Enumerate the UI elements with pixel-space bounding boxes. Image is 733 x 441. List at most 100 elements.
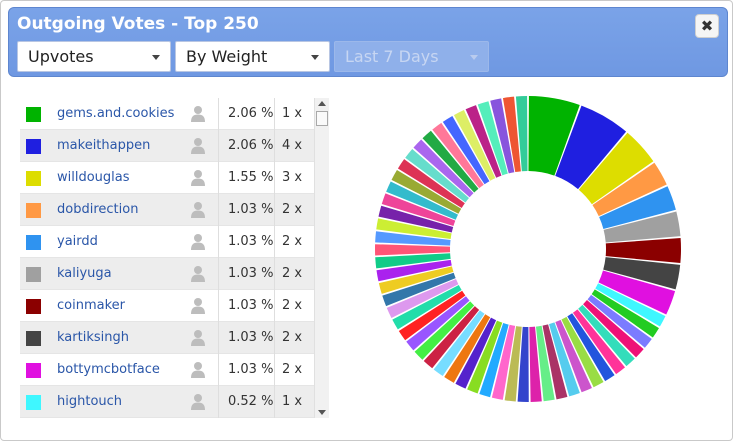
slice-other[interactable] [432, 122, 484, 189]
slice-other[interactable] [465, 105, 502, 178]
slice-other[interactable] [549, 322, 580, 397]
slice-hightouch[interactable] [595, 283, 666, 327]
slice-other[interactable] [578, 304, 635, 367]
slice-other[interactable] [398, 290, 466, 341]
voter-username[interactable]: hightouch [57, 394, 123, 409]
voter-username[interactable]: coinmaker [57, 298, 125, 313]
slice-kartiksingh[interactable] [603, 257, 681, 290]
slice-other[interactable] [535, 325, 555, 402]
user-icon[interactable] [190, 393, 206, 410]
slice-other[interactable] [455, 317, 497, 389]
slice-other[interactable] [542, 324, 568, 400]
slice-other[interactable] [375, 244, 451, 256]
list-item[interactable]: bottymcbotface 1.03 % 2 x [20, 354, 314, 386]
user-icon[interactable] [190, 169, 206, 186]
slice-other[interactable] [591, 289, 659, 338]
slice-other[interactable] [467, 320, 503, 394]
vote-count: 4 x [282, 138, 303, 153]
slice-other[interactable] [413, 139, 474, 198]
slice-other[interactable] [444, 314, 491, 383]
vote-percent: 1.03 % [228, 362, 274, 377]
voter-username[interactable]: kaliyuga [57, 266, 112, 281]
voter-username[interactable]: gems.and.cookies [57, 106, 175, 121]
slice-kaliyuga[interactable] [603, 211, 681, 243]
slice-other[interactable] [392, 285, 462, 330]
slice-bottymcbotface[interactable] [598, 270, 676, 315]
slice-other[interactable] [382, 272, 456, 307]
slice-makeithappen[interactable] [555, 105, 627, 190]
slice-other[interactable] [414, 301, 475, 360]
slice-other[interactable] [386, 279, 459, 319]
slice-willdouglas[interactable] [578, 132, 654, 205]
slice-other[interactable] [502, 96, 521, 173]
user-icon[interactable] [190, 105, 206, 122]
voter-username[interactable]: makeithappen [57, 138, 151, 153]
slice-other[interactable] [386, 181, 459, 220]
slice-other[interactable] [381, 193, 456, 227]
slice-other[interactable] [442, 116, 490, 185]
close-button[interactable]: ✖ [695, 14, 719, 38]
sort-select[interactable]: By Weight [175, 41, 330, 72]
slice-other[interactable] [504, 326, 522, 402]
slice-other[interactable] [587, 294, 652, 348]
slice-coinmaker[interactable] [605, 237, 681, 263]
list-item[interactable]: dobdirection 1.03 % 2 x [20, 194, 314, 226]
slice-other[interactable] [378, 266, 454, 294]
list-item[interactable]: willdouglas 1.55 % 3 x [20, 162, 314, 194]
slice-other[interactable] [583, 300, 644, 358]
slice-other[interactable] [423, 306, 480, 369]
voter-username[interactable]: bottymcbotface [57, 362, 160, 377]
slice-other[interactable] [397, 159, 465, 208]
slice-other[interactable] [376, 218, 452, 240]
scroll-down-icon[interactable] [318, 410, 326, 415]
list-item[interactable]: kaliyuga 1.03 % 2 x [20, 258, 314, 290]
slice-other[interactable] [375, 253, 451, 269]
voter-username[interactable]: kartiksingh [57, 330, 129, 345]
slice-dobdirection[interactable] [592, 162, 667, 217]
voter-username[interactable]: yairdd [57, 234, 98, 249]
user-icon[interactable] [190, 137, 206, 154]
user-icon[interactable] [190, 201, 206, 218]
slice-other[interactable] [375, 231, 451, 246]
slice-other[interactable] [378, 205, 454, 233]
slice-other[interactable] [477, 101, 508, 176]
slice-other[interactable] [529, 326, 542, 402]
slice-other[interactable] [391, 170, 462, 214]
scroll-up-icon[interactable] [318, 101, 326, 106]
vote-type-select[interactable]: Upvotes [17, 41, 171, 72]
column-divider [274, 194, 275, 226]
slice-gems-and-cookies[interactable] [528, 96, 580, 176]
user-icon[interactable] [190, 265, 206, 282]
slice-other[interactable] [433, 310, 485, 377]
slice-other[interactable] [422, 130, 479, 193]
slice-other[interactable] [517, 326, 529, 402]
user-icon[interactable] [190, 297, 206, 314]
list-item[interactable]: makeithappen 2.06 % 4 x [20, 130, 314, 162]
slice-other[interactable] [561, 316, 604, 388]
voter-username[interactable]: dobdirection [57, 202, 139, 217]
voter-username[interactable]: willdouglas [57, 170, 130, 185]
slice-other[interactable] [491, 324, 516, 400]
slice-other[interactable] [572, 309, 626, 375]
list-item[interactable]: hightouch 0.52 % 1 x [20, 386, 314, 418]
slice-other[interactable] [405, 148, 469, 203]
slice-other[interactable] [406, 296, 470, 351]
scroll-thumb[interactable] [316, 111, 328, 126]
list-item[interactable]: kartiksingh 1.03 % 2 x [20, 322, 314, 354]
slice-other[interactable] [479, 322, 509, 398]
list-item[interactable]: coinmaker 1.03 % 2 x [20, 290, 314, 322]
slice-other[interactable] [515, 96, 528, 172]
user-icon[interactable] [190, 361, 206, 378]
slice-other[interactable] [567, 313, 615, 382]
user-icon[interactable] [190, 329, 206, 346]
slice-other[interactable] [555, 319, 592, 393]
list-item[interactable]: gems.and.cookies 2.06 % 1 x [20, 98, 314, 130]
slice-yairdd[interactable] [599, 186, 676, 229]
column-divider [274, 322, 275, 354]
slice-other[interactable] [490, 98, 515, 174]
slice-other[interactable] [453, 110, 496, 181]
slice-other[interactable] [376, 259, 452, 282]
user-icon[interactable] [190, 233, 206, 250]
list-item[interactable]: yairdd 1.03 % 2 x [20, 226, 314, 258]
list-scrollbar[interactable] [314, 98, 329, 418]
